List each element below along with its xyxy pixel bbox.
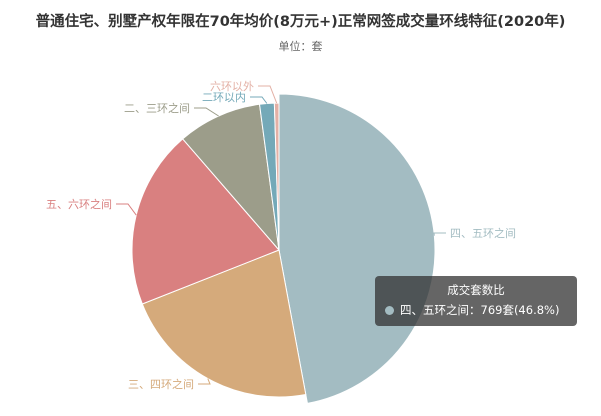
chart-title: 普通住宅、别墅产权年限在70年均价(8万元+)正常网签成交量环线特征(2020年… bbox=[35, 14, 566, 30]
tooltip-text: 四、五环之间：769套(46.8%) bbox=[400, 303, 560, 317]
pie-slice[interactable] bbox=[181, 103, 280, 252]
slice-label: 二、三环之间 bbox=[124, 101, 190, 115]
leader-lines bbox=[116, 85, 446, 385]
slice-label: 三、四环之间 bbox=[128, 377, 194, 391]
pie-slice[interactable] bbox=[278, 93, 436, 404]
tooltip-color-dot bbox=[385, 306, 394, 315]
leader-line bbox=[198, 378, 211, 385]
slice-label: 五、六环之间 bbox=[46, 197, 112, 211]
leader-line bbox=[116, 203, 137, 216]
chart-tooltip: 成交套数比 四、五环之间：769套(46.8%) bbox=[375, 276, 577, 326]
leader-line bbox=[433, 232, 446, 236]
leader-line bbox=[250, 96, 268, 104]
chart-subtitle: 单位：套 bbox=[278, 40, 323, 53]
slice-label: 四、五环之间 bbox=[450, 226, 516, 240]
tooltip-row: 四、五环之间：769套(46.8%) bbox=[385, 301, 567, 319]
pie-slice[interactable] bbox=[141, 249, 307, 398]
slice-label: 六环以外 bbox=[210, 80, 254, 93]
tooltip-title: 成交套数比 bbox=[447, 283, 505, 297]
leader-line bbox=[194, 107, 219, 117]
slice-label: 二环以内 bbox=[202, 90, 246, 104]
leader-line bbox=[258, 85, 278, 104]
pie-slices bbox=[131, 93, 436, 404]
